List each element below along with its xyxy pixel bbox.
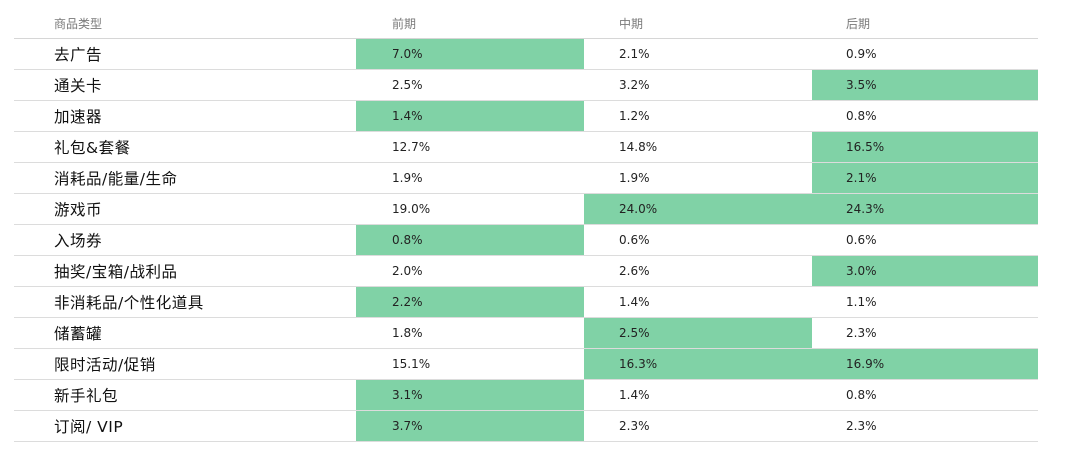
row-category: 抽奖/宝箱/战利品: [54, 263, 178, 281]
cell-early: 1.4%: [356, 101, 584, 131]
cell-early: 19.0%: [392, 202, 431, 216]
table-row: 储蓄罐 1.8% 2.5% 2.3%: [14, 318, 1038, 349]
cell-mid: 1.4%: [619, 388, 650, 402]
table-row: 礼包&套餐 12.7% 14.8% 16.5%: [14, 132, 1038, 163]
table-row: 入场券 0.8% 0.6% 0.6%: [14, 225, 1038, 256]
cell-late: 0.8%: [846, 109, 877, 123]
cell-mid: 16.3%: [584, 349, 812, 379]
cell-mid: 1.4%: [619, 295, 650, 309]
row-category: 入场券: [54, 232, 103, 250]
cell-mid: 0.6%: [619, 233, 650, 247]
cell-late: 3.5%: [812, 70, 1038, 100]
cell-mid: 1.2%: [619, 109, 650, 123]
cell-early: 0.8%: [356, 225, 584, 255]
cell-mid: 24.0%: [584, 194, 812, 224]
cell-late: 0.8%: [846, 388, 877, 402]
header-late: 后期: [846, 16, 871, 31]
row-category: 新手礼包: [54, 387, 119, 405]
row-category: 订阅/ VIP: [54, 418, 124, 436]
cell-early: 7.0%: [356, 39, 584, 69]
cell-mid: 2.1%: [619, 47, 650, 61]
cell-late: 1.1%: [846, 295, 877, 309]
cell-late: 3.0%: [812, 256, 1038, 286]
table-row: 去广告 7.0% 2.1% 0.9%: [14, 39, 1038, 70]
row-category: 非消耗品/个性化道具: [54, 294, 204, 312]
table-row: 非消耗品/个性化道具 2.2% 1.4% 1.1%: [14, 287, 1038, 318]
row-category: 储蓄罐: [54, 325, 103, 343]
table-row: 新手礼包 3.1% 1.4% 0.8%: [14, 380, 1038, 411]
cell-late: 2.3%: [846, 419, 877, 433]
table-body: 去广告 7.0% 2.1% 0.9% 通关卡 2.5% 3.2% 3.5% 加速器 1.4% 1.2…: [14, 39, 1038, 442]
header-early: 前期: [392, 16, 417, 31]
cell-late: 16.9%: [812, 349, 1038, 379]
cell-mid: 1.9%: [619, 171, 650, 185]
cell-late: 2.3%: [846, 326, 877, 340]
header-mid: 中期: [619, 16, 644, 31]
table-row: 通关卡 2.5% 3.2% 3.5%: [14, 70, 1038, 101]
row-category: 游戏币: [54, 201, 103, 219]
cell-early: 2.0%: [392, 264, 423, 278]
cell-mid: 3.2%: [619, 78, 650, 92]
table-row: 游戏币 19.0% 24.0% 24.3%: [14, 194, 1038, 225]
row-category: 限时活动/促销: [54, 356, 156, 374]
cell-early: 12.7%: [392, 140, 431, 154]
cell-mid: 2.6%: [619, 264, 650, 278]
cell-early: 2.2%: [356, 287, 584, 317]
data-table: 商品类型 前期 中期 后期 去广告 7.0% 2.1% 0.9% 通关卡 2.5% 3.2%…: [14, 8, 1038, 442]
row-category: 去广告: [54, 46, 103, 64]
table-row: 抽奖/宝箱/战利品 2.0% 2.6% 3.0%: [14, 256, 1038, 287]
cell-late: 24.3%: [812, 194, 1038, 224]
cell-early: 2.5%: [392, 78, 423, 92]
cell-early: 15.1%: [392, 357, 431, 371]
row-category: 加速器: [54, 108, 103, 126]
cell-early: 3.1%: [356, 380, 584, 410]
cell-late: 0.6%: [846, 233, 877, 247]
cell-mid: 14.8%: [619, 140, 658, 154]
table-row: 限时活动/促销 15.1% 16.3% 16.9%: [14, 349, 1038, 380]
header-category: 商品类型: [54, 16, 103, 31]
row-category: 通关卡: [54, 77, 103, 95]
row-category: 消耗品/能量/生命: [54, 170, 178, 188]
table-row: 订阅/ VIP 3.7% 2.3% 2.3%: [14, 411, 1038, 442]
cell-mid: 2.5%: [584, 318, 812, 348]
cell-early: 1.8%: [392, 326, 423, 340]
cell-late: 16.5%: [812, 132, 1038, 162]
cell-early: 3.7%: [356, 411, 584, 441]
cell-mid: 2.3%: [619, 419, 650, 433]
row-category: 礼包&套餐: [54, 139, 131, 157]
table-row: 加速器 1.4% 1.2% 0.8%: [14, 101, 1038, 132]
cell-early: 1.9%: [392, 171, 423, 185]
table-row: 消耗品/能量/生命 1.9% 1.9% 2.1%: [14, 163, 1038, 194]
table-header-row: 商品类型 前期 中期 后期: [14, 8, 1038, 39]
cell-late: 0.9%: [846, 47, 877, 61]
cell-late: 2.1%: [812, 163, 1038, 193]
